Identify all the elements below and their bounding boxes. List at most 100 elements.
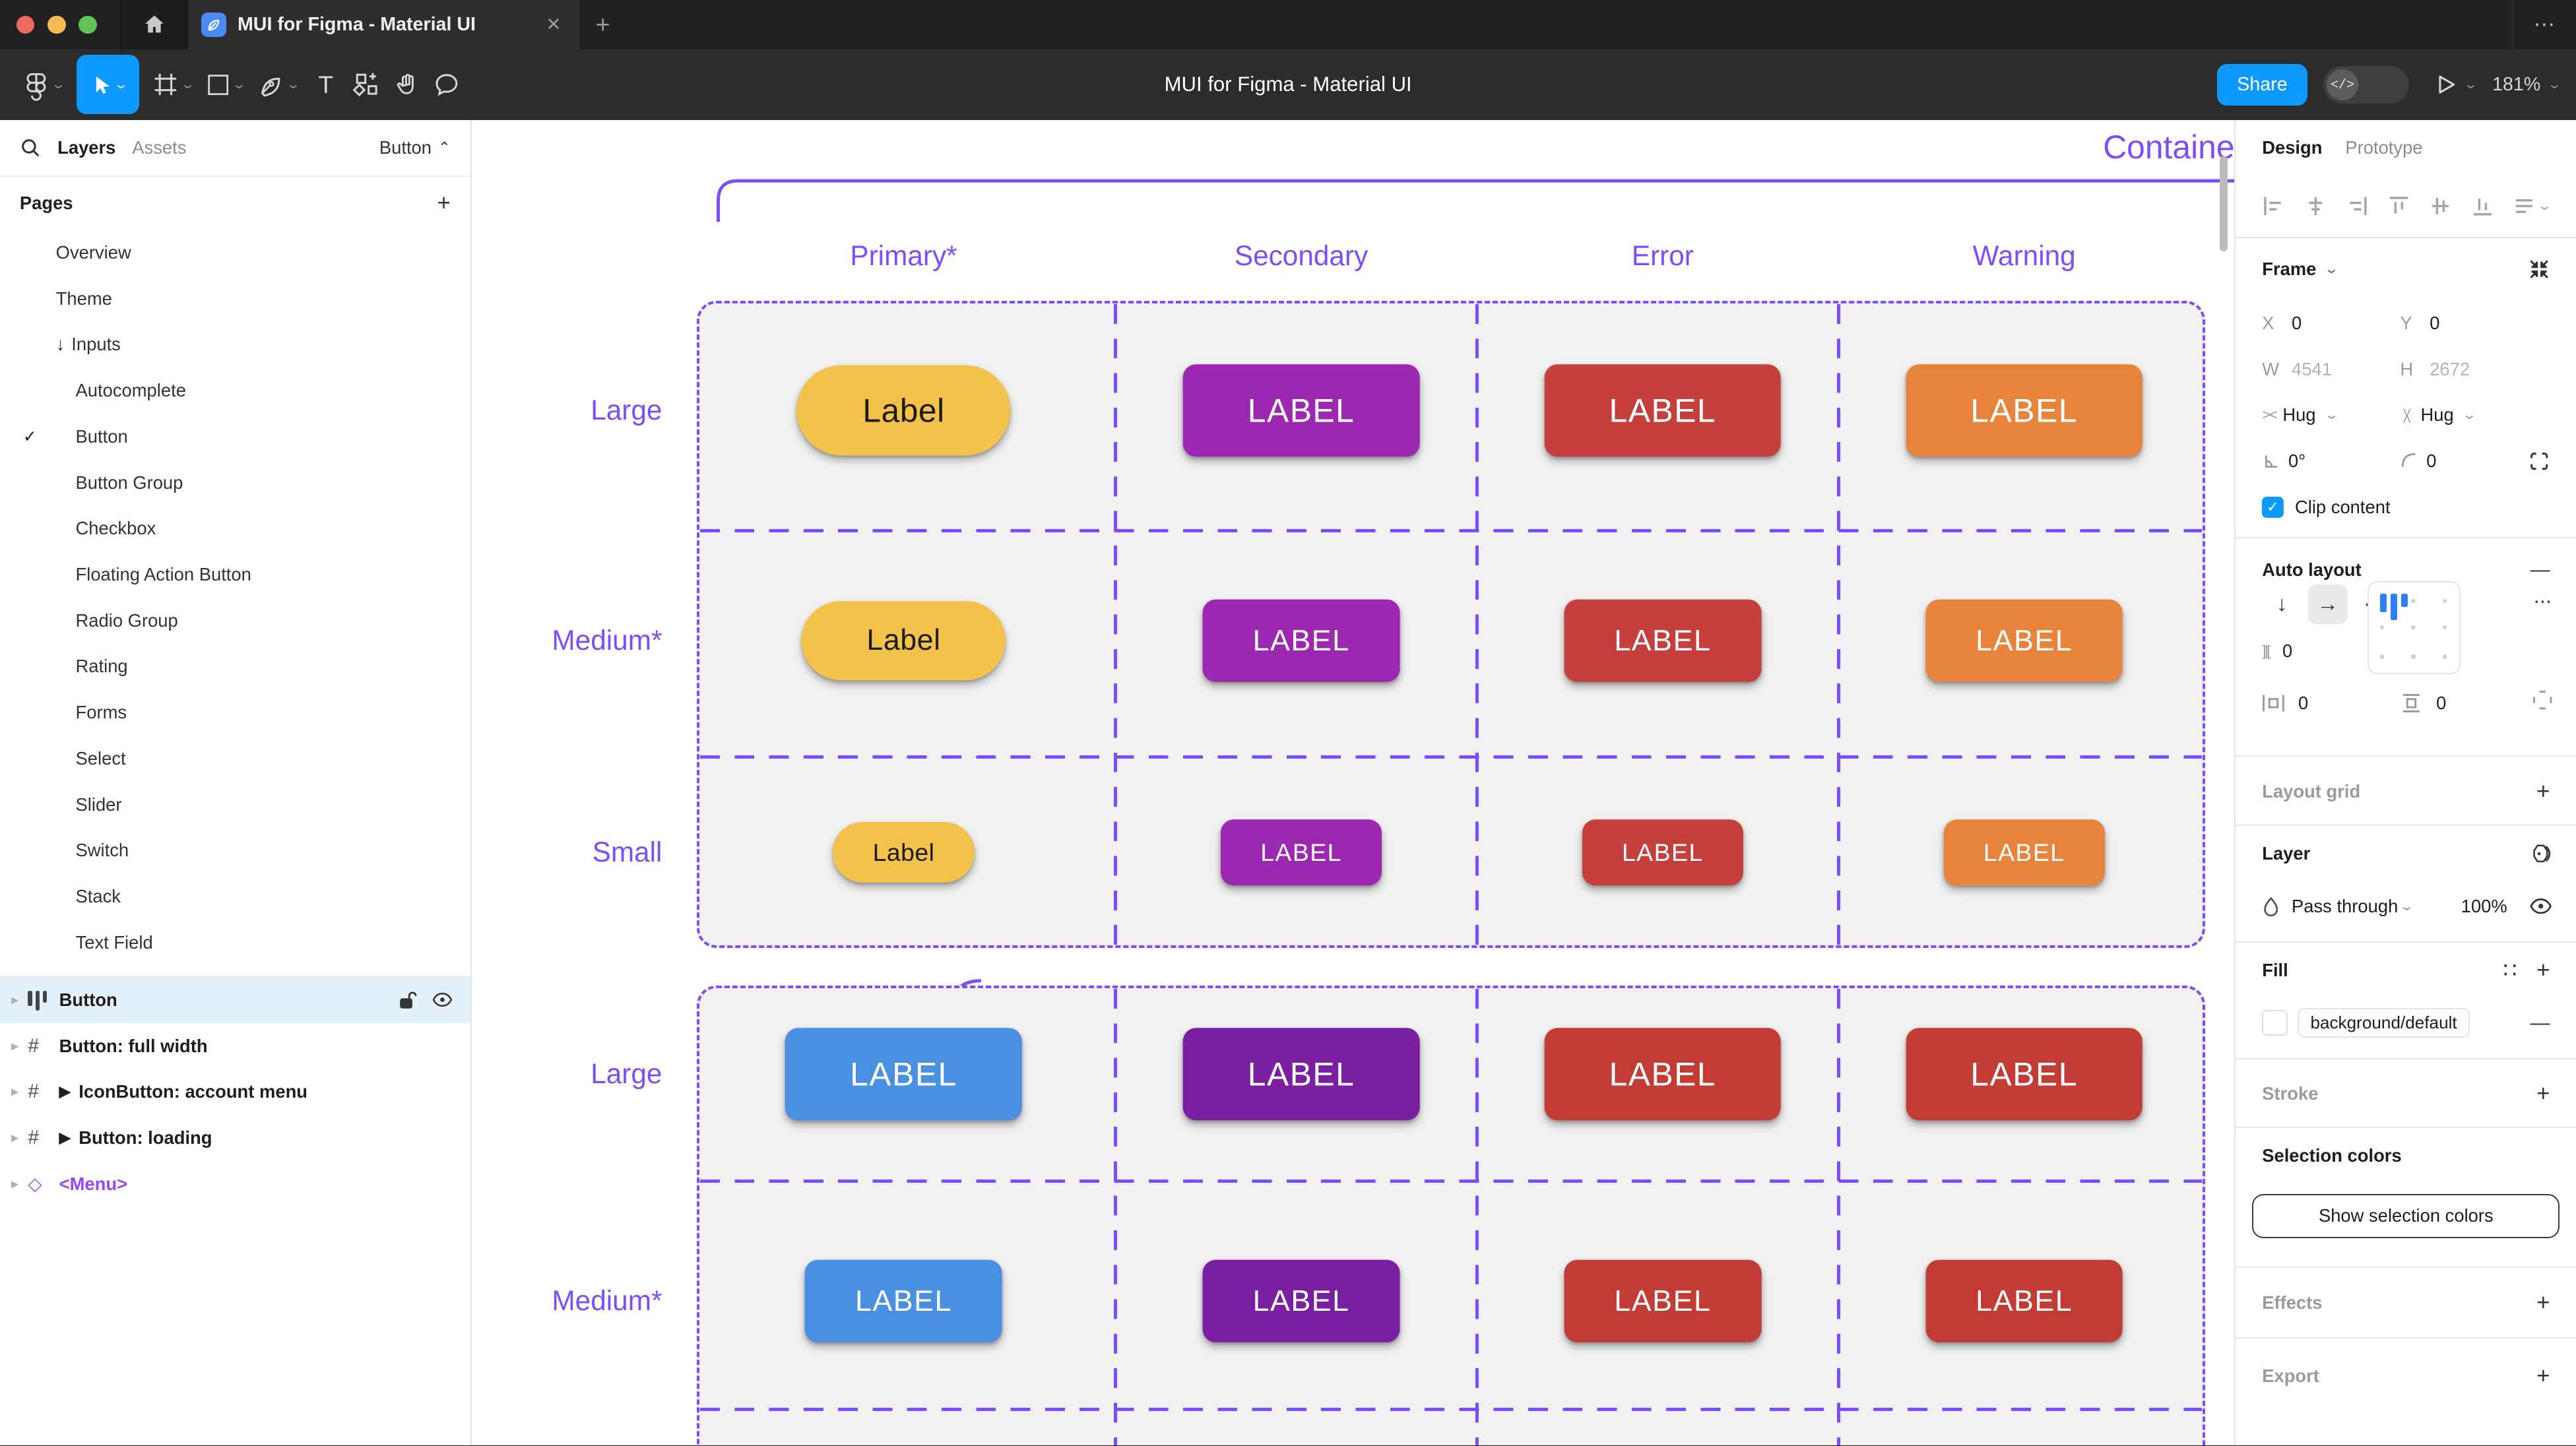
page-item-button-group[interactable]: Button Group [0, 460, 470, 506]
fill-token-chip[interactable]: background/default [2298, 1008, 2470, 1038]
tab-prototype[interactable]: Prototype [2345, 137, 2423, 158]
button-variant-error-dark[interactable]: LABEL [1544, 1028, 1782, 1121]
height-field[interactable]: H 2672 [2400, 358, 2470, 379]
horizontal-padding-field[interactable]: 0 [2262, 693, 2308, 714]
row-label[interactable]: Large [591, 1058, 662, 1090]
individual-padding-button[interactable] [2532, 689, 2553, 715]
zoom-menu[interactable]: 181% ⌄ [2492, 74, 2562, 96]
row-label[interactable]: Medium* [552, 1285, 662, 1317]
page-item-rating[interactable]: Rating [0, 644, 470, 690]
page-item-checkbox[interactable]: Checkbox [0, 505, 470, 551]
clip-content-checkbox[interactable]: ✓ [2262, 496, 2284, 519]
column-header-secondary[interactable]: Secondary [1234, 240, 1368, 272]
button-variant-secondary[interactable]: LABEL [1202, 599, 1400, 682]
column-header-warning[interactable]: Warning [1972, 240, 2076, 272]
vertical-padding-field[interactable]: 0 [2400, 693, 2446, 714]
button-variant-secondary-dark[interactable]: LABEL [1202, 1259, 1400, 1342]
gap-field[interactable]: ]|[ 0 [2262, 640, 2293, 661]
comment-tool-button[interactable] [427, 55, 467, 114]
page-item-overview[interactable]: Overview [0, 230, 470, 276]
button-variant-error[interactable]: LABEL [1564, 599, 1762, 682]
button-variant-secondary-dark[interactable]: LABEL [1182, 1028, 1420, 1121]
shape-tool-button[interactable]: ⌄ [199, 55, 251, 114]
text-tool-button[interactable]: T [318, 70, 334, 98]
button-variant-primary-pill[interactable]: Label [833, 822, 975, 883]
show-selection-colors-button[interactable]: Show selection colors [2252, 1193, 2560, 1238]
page-item-stack[interactable]: Stack [0, 873, 470, 920]
page-item-radio-group[interactable]: Radio Group [0, 598, 470, 644]
auto-layout-alignment-box[interactable] [2367, 581, 2461, 674]
dev-mode-toggle[interactable]: </> [2323, 65, 2409, 104]
align-vertical-center-icon[interactable] [2429, 195, 2452, 218]
share-button[interactable]: Share [2217, 63, 2307, 106]
row-label[interactable]: Small [592, 836, 662, 868]
tab-design[interactable]: Design [2262, 137, 2323, 158]
column-header-error[interactable]: Error [1631, 240, 1694, 272]
expand-chevron-icon[interactable]: ▸ [11, 1176, 18, 1191]
new-tab-button[interactable]: + [595, 10, 610, 38]
layer-item-button[interactable]: ▸ Button [0, 977, 470, 1023]
search-icon[interactable] [20, 137, 41, 158]
home-tab[interactable] [119, 0, 189, 49]
button-variant-error[interactable]: LABEL [1582, 819, 1743, 886]
layer-item-button-full-width[interactable]: ▸ # Button: full width [0, 1023, 470, 1069]
add-fill-button[interactable]: + [2536, 957, 2550, 984]
vertical-resizing-select[interactable]: >< Hug ⌄ [2399, 404, 2477, 425]
opacity-field[interactable]: 100% [2461, 895, 2507, 916]
canvas-section-title[interactable]: Contained [2103, 129, 2235, 166]
page-item-autocomplete[interactable]: Autocomplete [0, 367, 470, 414]
button-variant-secondary[interactable]: LABEL [1182, 364, 1420, 457]
expand-chevron-icon[interactable]: ▸ [11, 992, 18, 1007]
unlock-icon[interactable] [398, 990, 417, 1010]
button-variant-primary-blue[interactable]: LABEL [785, 1028, 1022, 1121]
corner-radius-field[interactable]: 0 [2400, 451, 2538, 472]
button-variant-error-dark[interactable]: LABEL [1564, 1259, 1762, 1342]
auto-layout-more-button[interactable]: ⋯ [2533, 590, 2554, 612]
column-header-primary[interactable]: Primary* [850, 240, 957, 272]
maximize-window-button[interactable] [79, 15, 97, 34]
canvas-scrollbar[interactable] [2219, 156, 2228, 251]
visibility-eye-icon[interactable] [2528, 897, 2553, 915]
tab-layers[interactable]: Layers [57, 137, 116, 158]
page-item-button[interactable]: ✓ Button [0, 414, 470, 460]
page-selector[interactable]: Button ⌃ [379, 137, 451, 158]
button-variant-warning[interactable]: LABEL [1906, 364, 2142, 457]
layer-item-button-loading[interactable]: ▸ # ▶ Button: loading [0, 1115, 470, 1161]
expand-chevron-icon[interactable]: ▸ [11, 1038, 18, 1053]
main-menu-button[interactable]: ⌄ [16, 55, 70, 114]
page-item-switch[interactable]: Switch [0, 827, 470, 873]
hand-tool-button[interactable] [387, 55, 427, 114]
file-tab[interactable]: MUI for Figma - Material UI ✕ [188, 0, 579, 49]
blend-icon[interactable] [2262, 896, 2280, 917]
row-label[interactable]: Medium* [552, 625, 662, 656]
fill-color-swatch[interactable] [2262, 1010, 2288, 1036]
expand-chevron-icon[interactable]: ▸ [11, 1084, 18, 1100]
page-item-inputs[interactable]: ↓ Inputs [0, 322, 470, 368]
mask-icon[interactable] [2527, 843, 2550, 864]
horizontal-resizing-select[interactable]: >< Hug ⌄ [2262, 404, 2339, 425]
close-tab-icon[interactable]: ✕ [546, 14, 562, 35]
frame-title[interactable]: Frame [2262, 258, 2317, 279]
expand-chevron-icon[interactable]: ▸ [11, 1131, 18, 1146]
button-variant-error-dark[interactable]: LABEL [1906, 1028, 2142, 1121]
canvas[interactable]: Contained Primary*SecondaryErrorWarning … [471, 119, 2235, 1446]
add-effect-button[interactable]: + [2536, 1290, 2550, 1316]
page-item-select[interactable]: Select [0, 736, 470, 782]
independent-corners-icon[interactable] [2528, 451, 2550, 472]
present-button[interactable]: ⌄ [2435, 74, 2478, 95]
page-item-slider[interactable]: Slider [0, 782, 470, 828]
remove-auto-layout-button[interactable]: — [2530, 558, 2550, 581]
page-item-theme[interactable]: Theme [0, 276, 470, 322]
collapse-icon[interactable] [2528, 259, 2550, 280]
button-variant-error-dark[interactable]: LABEL [1925, 1259, 2123, 1342]
close-window-button[interactable] [16, 15, 35, 34]
distribute-menu[interactable]: ⌄ [2513, 195, 2552, 218]
page-item-floating-action-button[interactable]: Floating Action Button [0, 551, 470, 598]
align-top-icon[interactable] [2387, 195, 2410, 218]
tab-overflow-menu[interactable]: ⋯ [2533, 13, 2557, 37]
button-variant-error[interactable]: LABEL [1544, 364, 1782, 457]
minimize-window-button[interactable] [48, 15, 66, 34]
button-variant-secondary[interactable]: LABEL [1221, 819, 1382, 886]
align-left-icon[interactable] [2262, 195, 2285, 218]
